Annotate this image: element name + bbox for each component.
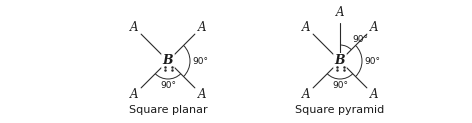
- Text: A: A: [198, 88, 206, 101]
- Text: 90°: 90°: [364, 56, 380, 66]
- Text: A: A: [198, 21, 206, 34]
- Text: 90°: 90°: [160, 82, 176, 91]
- Text: B: B: [163, 54, 173, 68]
- Text: Square pyramid: Square pyramid: [295, 105, 385, 115]
- Text: A: A: [336, 7, 344, 20]
- Text: 90°: 90°: [352, 34, 368, 44]
- Text: A: A: [302, 88, 310, 101]
- Text: A: A: [370, 21, 378, 34]
- Text: B: B: [335, 54, 346, 68]
- Text: A: A: [370, 88, 378, 101]
- Text: A: A: [130, 21, 138, 34]
- Text: 90°: 90°: [192, 56, 208, 66]
- Text: Square planar: Square planar: [129, 105, 207, 115]
- Text: A: A: [302, 21, 310, 34]
- Text: A: A: [130, 88, 138, 101]
- Text: 90°: 90°: [332, 82, 348, 91]
